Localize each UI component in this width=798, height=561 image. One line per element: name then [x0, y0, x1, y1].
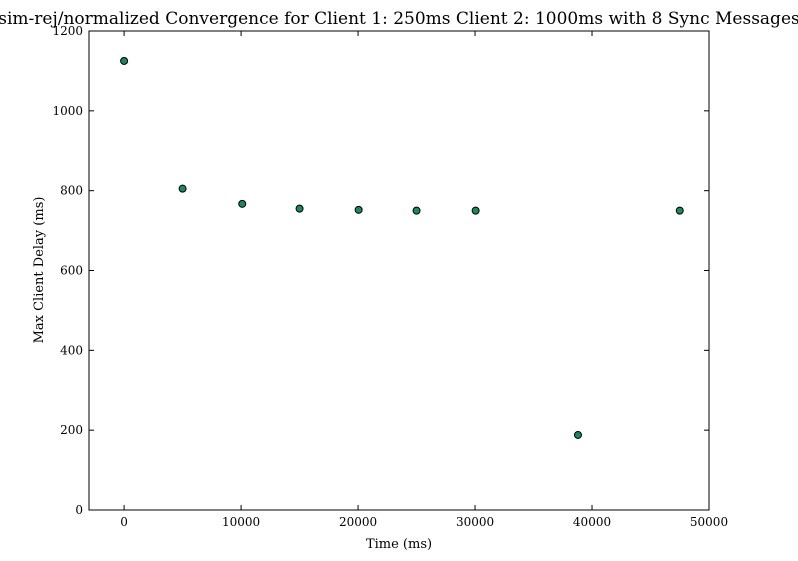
- data-point: [412, 206, 421, 215]
- chart-title: sim-rej/normalized Convergence for Clien…: [0, 9, 798, 29]
- x-tick-label: 20000: [339, 515, 377, 529]
- data-point: [573, 430, 582, 439]
- x-tick-label: 40000: [573, 515, 611, 529]
- x-axis-ticks: 0 10000 20000 30000 40000 50000: [120, 31, 728, 529]
- x-tick-label: 30000: [456, 515, 494, 529]
- x-tick-label: 50000: [690, 515, 728, 529]
- y-tick-label: 400: [60, 343, 83, 357]
- y-tick-label: 1200: [52, 24, 83, 38]
- data-point: [675, 206, 684, 215]
- data-points: [120, 56, 684, 439]
- data-point: [295, 204, 304, 213]
- data-point: [238, 199, 247, 208]
- y-tick-label: 0: [75, 503, 83, 517]
- y-tick-label: 200: [60, 423, 83, 437]
- plot-frame: [88, 30, 710, 511]
- data-point: [354, 205, 363, 214]
- y-axis-ticks: 0 200 400 600 800 1000 1200: [52, 24, 709, 517]
- y-tick-label: 800: [60, 184, 83, 198]
- data-point: [178, 184, 187, 193]
- x-tick-label: 10000: [222, 515, 260, 529]
- x-axis-label: Time (ms): [366, 537, 432, 552]
- y-tick-label: 600: [60, 264, 83, 278]
- x-tick-label: 0: [120, 515, 128, 529]
- y-axis-label: Max Client Delay (ms): [32, 197, 47, 344]
- data-point: [471, 206, 480, 215]
- y-tick-label: 1000: [52, 104, 83, 118]
- plot-area: 0 10000 20000 30000 40000 50000 0 200 400 600 800…: [52, 24, 728, 529]
- data-point: [120, 56, 129, 65]
